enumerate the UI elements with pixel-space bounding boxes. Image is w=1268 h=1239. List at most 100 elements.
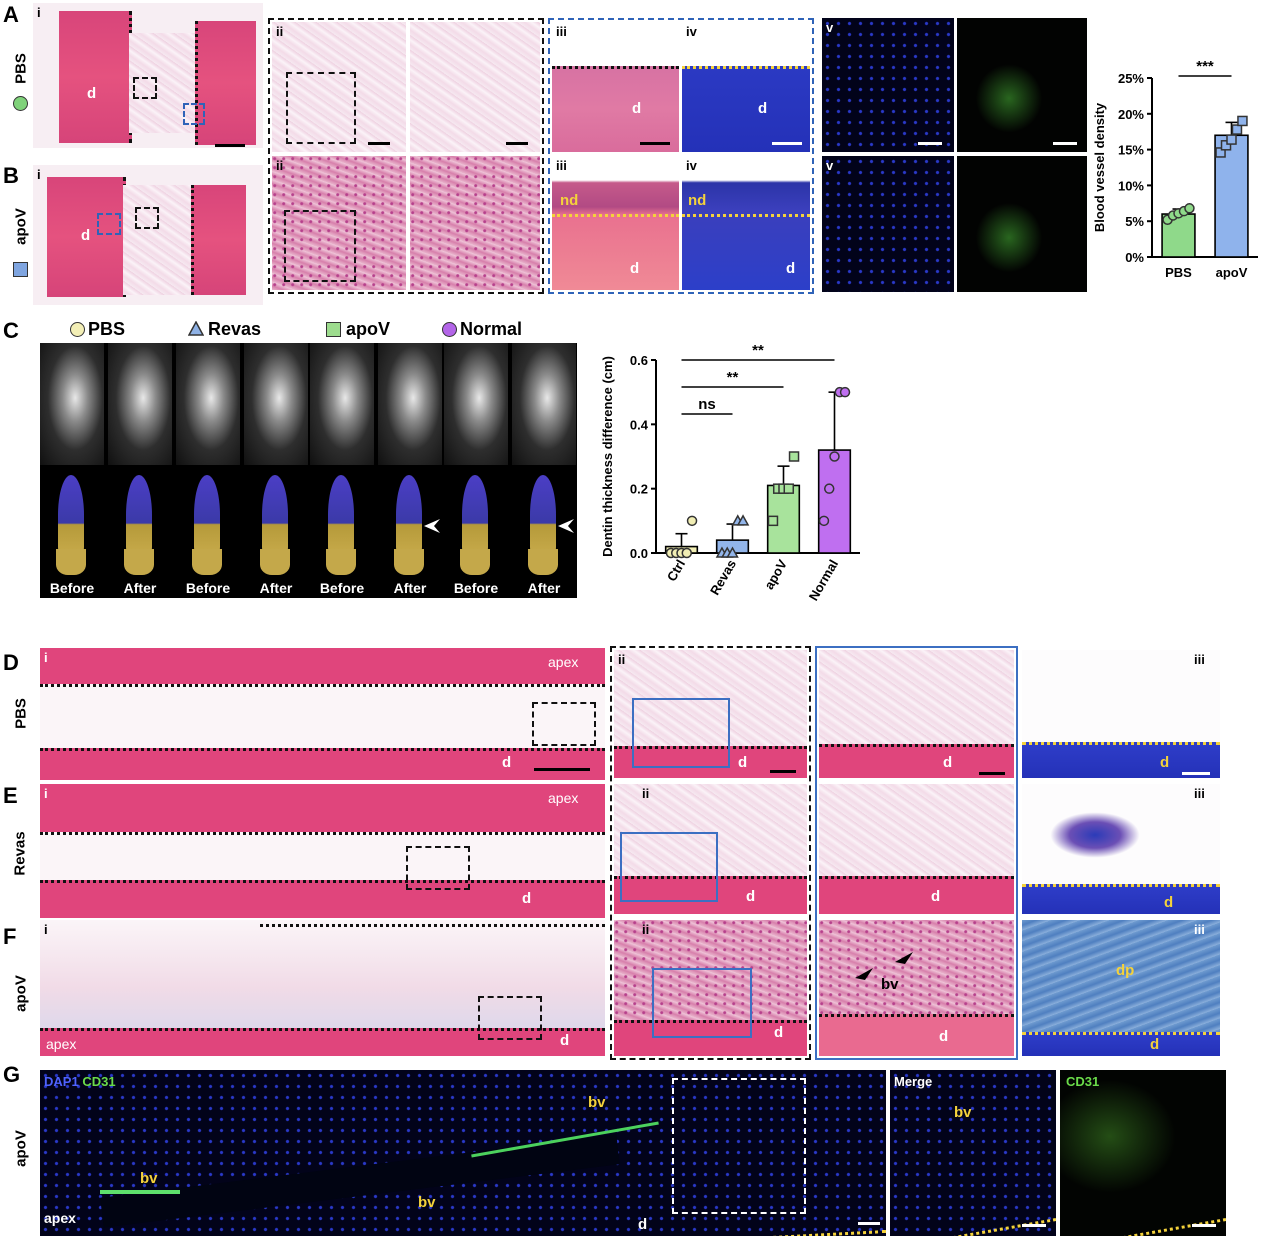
label-i: i [44, 786, 48, 801]
scale-bar [858, 1222, 880, 1225]
panel-letter-a: A [3, 2, 19, 27]
label-d: d [81, 227, 91, 244]
panel-d-iii: iii d [1022, 650, 1220, 778]
scale-bar [1182, 772, 1210, 775]
panel-e-ii: ii d [614, 784, 807, 914]
ct-image [244, 343, 308, 465]
before-label: Before [185, 580, 231, 596]
arrow-icon [895, 952, 913, 964]
label-ii: ii [276, 24, 284, 39]
y-tick-label: 0.4 [630, 417, 649, 432]
data-point [736, 514, 750, 526]
label-i: i [44, 922, 48, 937]
scale-bar [640, 142, 670, 145]
category-label: Ctrl [664, 557, 688, 584]
data-point [1226, 134, 1237, 145]
panel-b-i: i d [33, 165, 263, 305]
label-i: i [44, 650, 48, 665]
stain-label: DAP1 CD31 [44, 1074, 116, 1089]
label-d: d [522, 890, 532, 907]
label-bv: bv [418, 1194, 436, 1211]
category-label: apoV [1216, 265, 1248, 280]
data-point [681, 547, 693, 559]
label-iii: iii [556, 158, 567, 173]
significance-label: ns [698, 396, 716, 413]
panel-b-ii-zoom [410, 156, 540, 290]
scale-bar [979, 772, 1005, 775]
data-point [829, 451, 840, 462]
panel-g-cd31: CD31 [1060, 1070, 1226, 1236]
label-ii: ii [276, 158, 284, 173]
y-tick-label: 0.0 [630, 546, 648, 561]
label-apex: apex [44, 1210, 76, 1226]
label-d: d [638, 1216, 648, 1233]
merge-label: Merge [894, 1074, 933, 1089]
label-d: d [738, 754, 748, 771]
label-iii: iii [1194, 652, 1205, 667]
row-label-b: apoV [12, 208, 30, 245]
tooth-3d-render: Before [176, 469, 240, 598]
cd31-label: CD31 [82, 1074, 116, 1089]
panel-f-zoom: bv d [819, 920, 1014, 1056]
panel-d-zoom: d [819, 650, 1014, 778]
panel-letter-e: E [3, 783, 18, 808]
after-label: After [259, 580, 293, 596]
y-tick-label: 10% [1118, 178, 1144, 193]
category-label: Revas [707, 557, 739, 598]
label-d: d [502, 754, 512, 771]
y-tick-label: 0.6 [630, 353, 648, 368]
ct-image [40, 343, 104, 465]
tooth-3d-render: Before [40, 469, 104, 598]
data-point [1237, 115, 1248, 127]
scale-bar [368, 142, 390, 145]
legend-apov-icon [326, 322, 341, 337]
label-ii: ii [618, 652, 626, 667]
bar [1161, 213, 1196, 258]
panel-d-i: i apex d [40, 648, 605, 780]
label-d: d [774, 1024, 784, 1041]
label-d: d [943, 754, 953, 771]
row-label-a: PBS [12, 53, 30, 84]
chart-blood-vessel-density: 0% 5% 10% 15% 20% 25% Blood vessel density PBS a… [1092, 60, 1258, 280]
ct-image [512, 343, 576, 465]
panel-e-zoom: d [819, 784, 1014, 914]
label-dp: dp [1116, 962, 1135, 979]
cd31-panel-label: CD31 [1066, 1074, 1100, 1089]
panel-letter-d: D [3, 650, 19, 675]
label-apex: apex [46, 1036, 77, 1052]
panel-c-images: Before After Before After Before After Before A… [40, 343, 577, 598]
label-apex: apex [548, 654, 579, 670]
data-point [767, 515, 779, 527]
label-d: d [939, 1028, 949, 1045]
legend-normal-icon [442, 322, 457, 337]
ct-image [310, 343, 374, 465]
legend-pbs-label: PBS [88, 319, 126, 339]
row-label-g: apoV [12, 1130, 30, 1167]
label-d: d [630, 260, 640, 277]
label-iv: iv [686, 24, 697, 39]
label-d: d [560, 1032, 570, 1049]
scale-bar [1022, 1224, 1046, 1227]
data-point [788, 451, 800, 462]
y-tick-label: 0.2 [630, 482, 648, 497]
panel-letter-g: G [3, 1062, 21, 1087]
label-nd: nd [688, 192, 707, 209]
dapi-label: DAP1 [44, 1074, 79, 1089]
panel-ab-ii-frame [268, 18, 544, 294]
category-label: PBS [1165, 265, 1192, 280]
label-iii: iii [1194, 786, 1205, 801]
scale-bar [772, 142, 802, 145]
label-i: i [37, 5, 41, 20]
tooth-3d-render: After [244, 469, 308, 598]
category-label: apoV [761, 557, 790, 592]
chart-dentin-thickness: 0.0 0.2 0.4 0.6 Dentin thickness difference … [600, 342, 860, 603]
label-bv: bv [588, 1094, 606, 1111]
panel-a-v: v [822, 18, 954, 152]
tooth-3d-render: After [512, 469, 576, 598]
ct-image [176, 343, 240, 465]
panel-a-iv: iv d [682, 22, 810, 152]
panel-a-ii-zoom [410, 22, 540, 152]
before-label: Before [49, 580, 95, 596]
label-v: v [826, 20, 834, 35]
ct-image [108, 343, 172, 465]
